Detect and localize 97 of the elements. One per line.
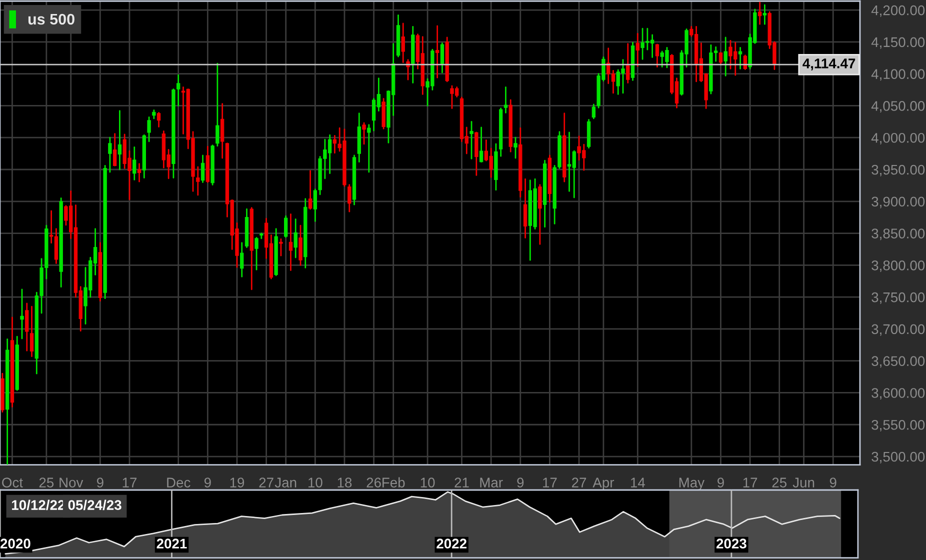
y-tick-label: 3,700.00 (872, 324, 925, 336)
x-tick-label: Apr (592, 478, 614, 490)
candlestick (108, 136, 112, 173)
y-tick-label: 4,200.00 (871, 5, 925, 17)
candlestick (626, 43, 630, 84)
candlestick (504, 86, 508, 114)
x-tick-label: 26 (366, 478, 381, 488)
y-tick-label: 3,900.00 (872, 196, 925, 208)
candlestick (112, 133, 117, 166)
y-tick-label: 3,550.00 (872, 420, 925, 432)
x-tick-label: 19 (230, 478, 244, 488)
candlestick (592, 104, 596, 120)
y-tick-label: 3,850.00 (872, 228, 925, 240)
x-tick-label: 9 (830, 478, 836, 488)
candlestick (30, 306, 34, 358)
x-tick-label: 27 (259, 478, 274, 488)
x-tick-label: 9 (96, 478, 104, 488)
candlestick (254, 237, 258, 270)
candlestick (724, 36, 728, 76)
y-tick-label: 4,100.00 (871, 69, 925, 81)
y-tick-label: 3,950.00 (872, 164, 925, 176)
candlestick (440, 42, 444, 74)
x-tick-label: 9 (204, 478, 211, 488)
x-tick-label: 9 (517, 478, 524, 488)
candlestick (514, 136, 518, 159)
x-tick-label: 14 (630, 478, 645, 488)
candlestick (147, 116, 151, 142)
x-tick-label: Mar (480, 478, 503, 488)
x-tick-label: Oct (2, 478, 23, 488)
x-tick-label: Dec (167, 478, 190, 488)
x-tick-label: 2023 (716, 538, 746, 549)
candlestick (137, 163, 142, 182)
x-tick-label: 17 (543, 478, 557, 488)
candlestick (216, 62, 220, 147)
candlestick (288, 213, 293, 271)
candlestick (738, 46, 742, 70)
x-tick-label: Nov (60, 478, 84, 488)
candlestick (762, 4, 767, 25)
candlestick (718, 52, 723, 65)
candlestick (240, 242, 244, 278)
candlestick (284, 215, 288, 238)
x-tick-label: 18 (338, 478, 352, 488)
candlestick (401, 22, 405, 64)
x-tick-label: May (679, 478, 704, 490)
x-tick-label: 27 (572, 478, 586, 488)
y-tick-label: 4,050.00 (871, 101, 925, 113)
candlestick (25, 302, 29, 352)
x-tick-label: Jun (792, 478, 814, 488)
candlestick (470, 120, 474, 160)
candlestick (132, 146, 136, 180)
candlestick (156, 112, 161, 128)
y-tick-label: 3,750.00 (872, 292, 925, 304)
candlestick (435, 25, 440, 78)
y-tick-label: 3,500.00 (872, 452, 925, 464)
y-tick-label: 3,800.00 (872, 260, 925, 272)
x-tick-label: Feb (382, 477, 405, 488)
x-tick-label: 2020 (0, 538, 30, 549)
x-tick-label: 25 (39, 478, 54, 488)
legend-label: us 500 (28, 14, 74, 25)
x-tick-label: 10 (308, 478, 322, 488)
candlestick (636, 32, 640, 67)
x-tick-label: Jan (274, 478, 296, 488)
y-tick-label: 4,150.00 (871, 37, 925, 49)
candlestick (298, 224, 302, 266)
candlestick (538, 184, 542, 245)
candlestick (279, 238, 283, 256)
x-tick-label: 9 (718, 478, 724, 488)
y-tick-label: 4,000.00 (871, 132, 925, 144)
annotation: 10/12/22 (12, 500, 65, 510)
candlestick (118, 110, 122, 170)
x-tick-label: 25 (772, 478, 786, 488)
candlestick (367, 124, 371, 173)
candlestick (655, 44, 660, 68)
x-tick-label: 2022 (436, 538, 466, 549)
x-tick-label: 17 (743, 478, 758, 488)
candlestick (348, 184, 352, 212)
candlestick (758, 2, 762, 25)
candlestick (362, 122, 366, 145)
x-tick-label: 21 (454, 478, 469, 488)
candlestick (196, 166, 200, 196)
candlestick (308, 170, 312, 210)
candlestick (220, 103, 224, 159)
ref-line-label: 4,114.47 (802, 58, 856, 70)
candlestick (313, 188, 318, 222)
x-tick-label: 10 (420, 478, 435, 488)
candlestick (479, 126, 484, 163)
candlestick (523, 178, 528, 238)
y-tick-label: 3,600.00 (872, 388, 925, 400)
annotation: 05/24/23 (68, 500, 122, 510)
candlestick (332, 135, 337, 154)
candlestick (176, 74, 180, 106)
candlestick (294, 218, 298, 258)
candlestick (20, 288, 24, 340)
x-tick-label: 17 (122, 478, 137, 488)
candlestick (200, 154, 205, 183)
y-tick-label: 3,650.00 (872, 356, 925, 368)
x-tick-label: 2021 (156, 538, 187, 549)
